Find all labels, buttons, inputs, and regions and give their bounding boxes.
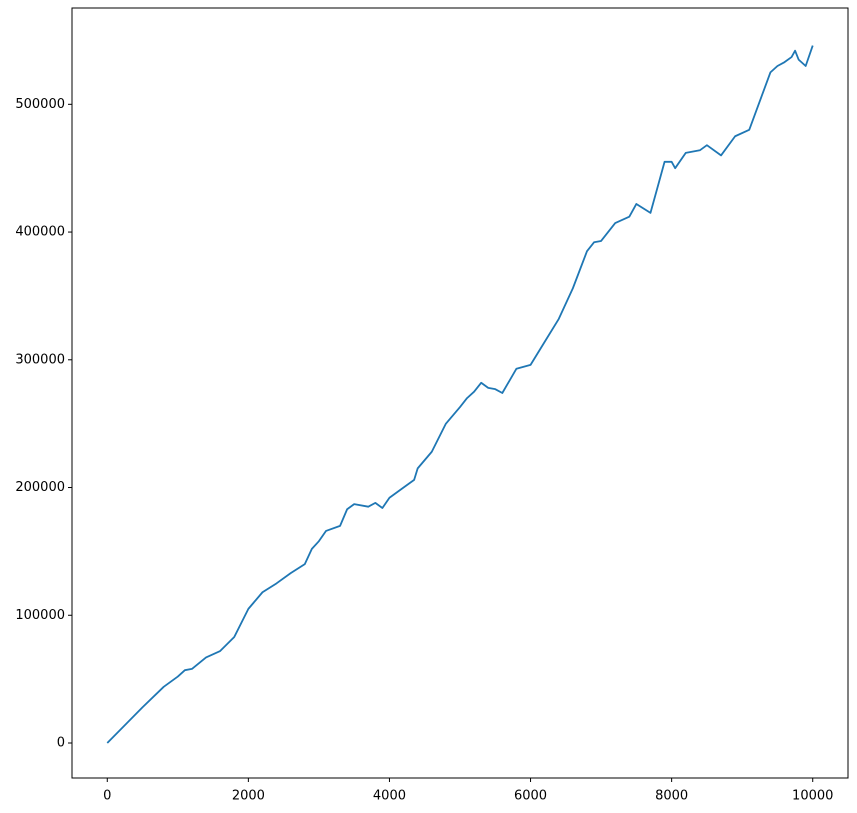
y-tick-label: 0: [57, 736, 65, 751]
plot-frame: [71, 7, 849, 779]
x-tick-label: 0: [103, 789, 111, 804]
x-tick-label: 10000: [792, 789, 833, 804]
x-tick-label: 8000: [655, 789, 688, 804]
x-tick-label: 4000: [373, 789, 406, 804]
line: [106, 45, 814, 744]
y-tick-label: 400000: [15, 225, 65, 240]
y-tick-label: 500000: [15, 97, 65, 112]
x-tick-label: 6000: [514, 789, 547, 804]
x-tick-label: 2000: [232, 789, 265, 804]
y-tick-label: 200000: [15, 480, 65, 495]
y-tick-label: 300000: [15, 352, 65, 367]
y-tick-label: 100000: [15, 608, 65, 623]
